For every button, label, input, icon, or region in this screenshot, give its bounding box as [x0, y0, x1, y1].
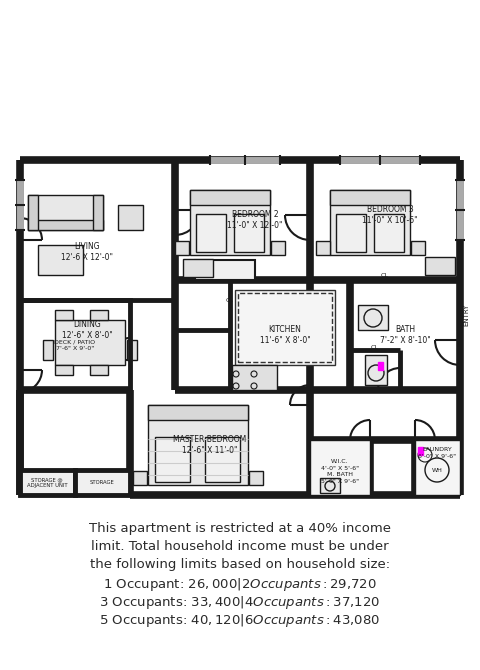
Bar	[415, 440, 460, 495]
Text: 1 Occupant: $26,000  |  2 Occupants: $29,720: 1 Occupant: $26,000 | 2 Occupants: $29,7…	[103, 576, 377, 593]
Bar	[55, 320, 125, 365]
Bar	[93, 195, 103, 230]
Bar	[418, 447, 423, 455]
Bar	[175, 241, 189, 255]
Text: W.I.C.
4'-0" X 5'-6": W.I.C. 4'-0" X 5'-6"	[321, 459, 359, 471]
Text: This apartment is restricted at a 40% income: This apartment is restricted at a 40% in…	[89, 522, 391, 535]
Bar	[425, 257, 455, 275]
Text: CL: CL	[371, 344, 379, 350]
Bar	[118, 205, 143, 230]
Bar	[374, 214, 404, 252]
Bar	[365, 355, 387, 385]
Bar	[55, 310, 73, 320]
Text: DINING
12'-6" X 8'-0": DINING 12'-6" X 8'-0"	[61, 320, 112, 340]
Text: MASTER BEDROOM
12'-6" X 11'-0": MASTER BEDROOM 12'-6" X 11'-0"	[173, 435, 247, 456]
Text: limit. Total household income must be under: limit. Total household income must be un…	[91, 540, 389, 553]
Bar	[271, 241, 285, 255]
Text: CL: CL	[381, 273, 389, 277]
Bar	[20, 470, 75, 495]
Bar	[320, 478, 340, 493]
Bar	[127, 340, 137, 360]
Text: ENTRY: ENTRY	[463, 304, 469, 326]
Bar	[310, 440, 370, 495]
Bar	[90, 365, 108, 375]
Bar	[312, 441, 368, 493]
Bar	[190, 190, 270, 255]
Bar	[183, 259, 213, 277]
Bar	[28, 220, 103, 230]
Bar	[411, 241, 425, 255]
Bar	[358, 305, 388, 330]
Text: CL: CL	[226, 297, 234, 302]
Bar	[238, 293, 332, 362]
Bar	[234, 214, 264, 252]
Text: BATH
7'-2" X 8'-10": BATH 7'-2" X 8'-10"	[380, 324, 431, 346]
Text: M. BATH
5'-0" X 9'-6": M. BATH 5'-0" X 9'-6"	[321, 472, 359, 484]
Bar	[249, 471, 263, 485]
Text: LIVING
12'-6 X 12'-0": LIVING 12'-6 X 12'-0"	[61, 242, 113, 263]
Text: KITCHEN
11'-6" X 8'-0": KITCHEN 11'-6" X 8'-0"	[260, 324, 311, 346]
Bar	[232, 365, 277, 390]
Bar	[190, 190, 270, 205]
Text: 3 Occupants: $33,400  |  4 Occupants: $37,120: 3 Occupants: $33,400 | 4 Occupants: $37,…	[99, 594, 381, 611]
Bar	[38, 245, 83, 275]
Bar	[330, 190, 410, 205]
Text: the following limits based on household size:: the following limits based on household …	[90, 558, 390, 571]
Bar	[235, 290, 335, 365]
Bar	[75, 470, 130, 495]
Text: STORAGE @
ADJACENT UNIT: STORAGE @ ADJACENT UNIT	[27, 478, 67, 488]
Text: BEDROOM 2
11'-0" X 12'-0": BEDROOM 2 11'-0" X 12'-0"	[227, 210, 283, 230]
Bar	[20, 300, 130, 390]
Text: BEDROOM 3
11'-0" X 10'-6": BEDROOM 3 11'-0" X 10'-6"	[362, 204, 418, 225]
Bar	[28, 195, 103, 230]
Bar	[148, 405, 248, 485]
Bar	[148, 405, 248, 420]
Bar	[195, 260, 255, 280]
Bar	[196, 214, 226, 252]
Bar	[316, 241, 330, 255]
Bar	[43, 340, 53, 360]
Bar	[55, 365, 73, 375]
Text: STORAGE: STORAGE	[90, 480, 114, 486]
Bar	[90, 310, 108, 320]
Bar	[336, 214, 366, 252]
Text: DECK / PATIO
7'-6" X 9'-0": DECK / PATIO 7'-6" X 9'-0"	[54, 339, 96, 351]
Text: 5 Occupants: $40,120  |  6 Occupants: $43,080: 5 Occupants: $40,120 | 6 Occupants: $43,…	[99, 612, 381, 629]
Text: WH: WH	[432, 468, 443, 472]
Bar	[378, 362, 383, 370]
Bar	[28, 195, 38, 230]
Bar	[330, 190, 410, 255]
Bar	[205, 437, 240, 482]
Bar	[155, 437, 190, 482]
Bar	[133, 471, 147, 485]
Text: LAUNDRY
6'-0" X 9'-6": LAUNDRY 6'-0" X 9'-6"	[418, 447, 456, 459]
